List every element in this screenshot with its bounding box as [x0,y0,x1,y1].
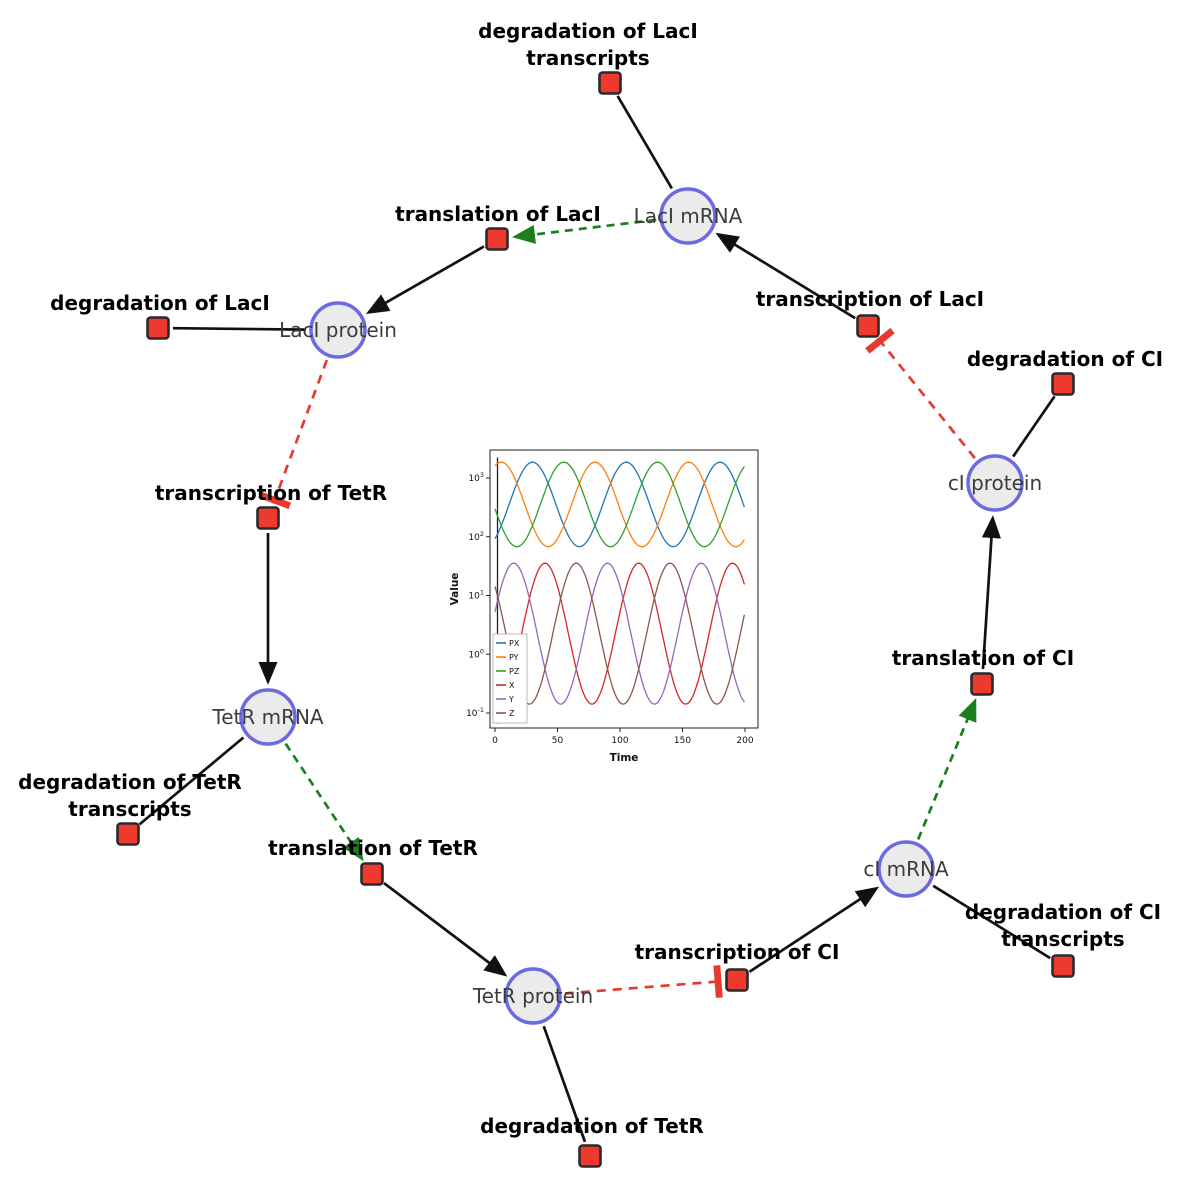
edge-production-tx_laci-laci_mrna [715,232,856,320]
chart-xlabel: Time [610,752,639,764]
series-curve-PZ [494,461,745,548]
legend-label-Z: Z [509,709,515,718]
reaction-node-deg_laci_tx[interactable] [598,71,622,95]
edge-solid-laci_protein-deg_laci [172,326,307,331]
reaction-label-deg_tetr: degradation of TetR [480,1114,704,1138]
reaction-node-deg_tetr_tx[interactable] [116,822,140,846]
chart-ylabel: Value [449,573,461,606]
edge-inhibition-ci_protein-tx_laci [865,327,976,459]
reaction-label-deg_tetr_tx-line1: degradation of TetR [18,770,242,794]
reaction-label-deg_laci: degradation of LacI [50,291,270,315]
edge-production-tl_tetr-tetr_protein [383,881,508,977]
edge-production-tl_ci-ci_protein [981,515,1001,670]
reaction-label-tl_ci: translation of CI [892,646,1074,670]
species-label-ci_mrna: cI mRNA [863,857,949,881]
species-node-tetr_protein[interactable] [504,967,562,1025]
edge-production-tx_ci-ci_mrna [748,886,880,973]
chart-plot-area [489,449,759,729]
edge-activation-tetr_mrna-tl_tetr [284,742,364,862]
edge-solid-tetr_mrna-deg_tetr_tx [138,736,245,826]
species-node-tetr_mrna[interactable] [239,688,297,746]
species-node-laci_protein[interactable] [309,301,367,359]
reaction-label-deg_ci_tx-line2: transcripts [1001,927,1124,951]
reaction-label-tx_laci: transcription of LacI [756,287,984,311]
edge-activation-laci_mrna-tl_laci [512,218,657,244]
reaction-label-deg_ci_tx-line1: degradation of CI [965,900,1161,924]
simulation-inset-chart: 0 50 100 150 20010-1100101102103TimeValuePXP… [446,436,778,768]
x-tick-label: 150 [674,736,691,746]
reaction-node-tl_laci[interactable] [485,227,509,251]
legend-label-PX: PX [509,639,520,648]
reaction-node-deg_ci[interactable] [1051,372,1075,396]
chart-legend-box [492,633,528,724]
legend-label-PY: PY [509,653,519,662]
reaction-label-tx_ci: transcription of CI [635,940,840,964]
series-curve-Y [494,562,745,705]
reaction-node-deg_tetr[interactable] [578,1144,602,1168]
species-node-ci_protein[interactable] [966,454,1024,512]
reaction-node-deg_laci[interactable] [146,316,170,340]
species-label-laci_mrna: LacI mRNA [634,204,743,228]
nodes-layer [116,71,1075,1168]
series-curve-PY [494,461,745,548]
series-curve-Z [494,562,746,705]
reaction-node-tx_ci[interactable] [725,968,749,992]
species-node-ci_mrna[interactable] [877,840,935,898]
edge-solid-ci_mrna-deg_ci_tx [932,884,1051,960]
species-label-laci_protein: LacI protein [279,318,397,342]
reaction-label-deg_laci_tx-line2: transcripts [526,46,649,70]
edge-solid-laci_mrna-deg_laci_tx [616,95,673,190]
edge-inhibition-laci_protein-tx_tetr [258,359,329,510]
labels-layer: LacI mRNA LacI protein TetR mRNA TetR prote… [18,19,1163,1138]
edge-solid-tetr_protein-deg_tetr [542,1025,587,1143]
reaction-node-tx_laci[interactable] [856,314,880,338]
edges-layer [138,95,1056,1143]
reaction-node-deg_ci_tx[interactable] [1051,954,1075,978]
reaction-node-tl_tetr[interactable] [360,862,384,886]
reaction-label-tx_tetr: transcription of TetR [155,481,387,505]
legend-label-PZ: PZ [509,667,520,676]
reaction-label-deg_ci: degradation of CI [967,347,1163,371]
x-tick-label: 200 [736,736,753,746]
species-label-tetr_mrna: TetR mRNA [211,705,324,729]
x-tick-label: 0 [492,736,498,746]
legend-label-Y: Y [508,695,514,704]
x-tick-label: 100 [611,736,628,746]
legend-label-X: X [509,681,515,690]
species-label-tetr_protein: TetR protein [472,984,593,1008]
species-label-ci_protein: cI protein [948,471,1042,495]
series-curve-PX [494,461,746,548]
series-curve-X [494,562,746,705]
reaction-label-tl_tetr: translation of TetR [268,836,478,860]
x-tick-label: 50 [552,736,564,746]
edge-production-tl_laci-laci_protein [365,245,485,315]
reaction-node-tl_ci[interactable] [970,672,994,696]
reaction-label-deg_laci_tx-line1: degradation of LacI [478,19,698,43]
species-node-laci_mrna[interactable] [659,187,717,245]
reaction-label-deg_tetr_tx-line2: transcripts [68,797,191,821]
edge-inhibition-tetr_protein-tx_ci [564,965,723,998]
edge-solid-ci_protein-deg_ci [1012,395,1056,458]
reaction-label-tl_laci: translation of LacI [395,202,601,226]
edge-activation-ci_mrna-tl_ci [916,698,977,840]
reaction-node-tx_tetr[interactable] [256,506,280,530]
